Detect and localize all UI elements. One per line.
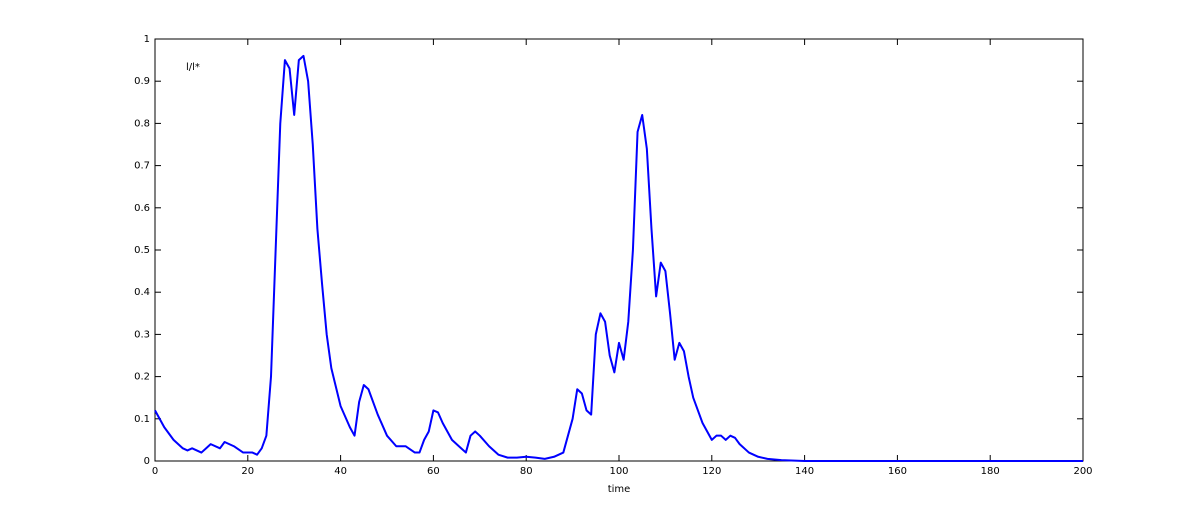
y-tick-label: 0.6 (134, 203, 150, 214)
data-line (154, 54, 1083, 462)
x-tick-label: 120 (702, 466, 721, 477)
y-tick-label: 0.3 (134, 329, 150, 340)
x-tick-label: 180 (981, 466, 1000, 477)
plot-frame (154, 38, 1084, 462)
x-tick-label: 200 (1073, 466, 1092, 477)
y-tick-label: 0.2 (134, 372, 150, 383)
y-tick-label: 0.1 (134, 414, 150, 425)
y-tick-label: 0.7 (134, 161, 150, 172)
x-axis-label: time (608, 484, 631, 495)
y-tick-label: 0.9 (134, 76, 150, 87)
y-tick-label: 0.8 (134, 118, 150, 129)
y-tick-label: 0.4 (134, 287, 150, 298)
annotation: l/l* (186, 62, 200, 73)
x-tick-label: 60 (427, 466, 440, 477)
x-tick-label: 40 (334, 466, 347, 477)
y-tick-label: 1 (144, 34, 150, 45)
x-tick-label: 0 (152, 466, 158, 477)
x-tick-label: 80 (520, 466, 533, 477)
y-tick-label: 0.5 (134, 245, 150, 256)
x-tick-label: 20 (241, 466, 254, 477)
x-tick-label: 160 (888, 466, 907, 477)
x-tick-label: 140 (795, 466, 814, 477)
y-tick-label: 0 (144, 456, 150, 467)
x-tick-label: 100 (609, 466, 628, 477)
